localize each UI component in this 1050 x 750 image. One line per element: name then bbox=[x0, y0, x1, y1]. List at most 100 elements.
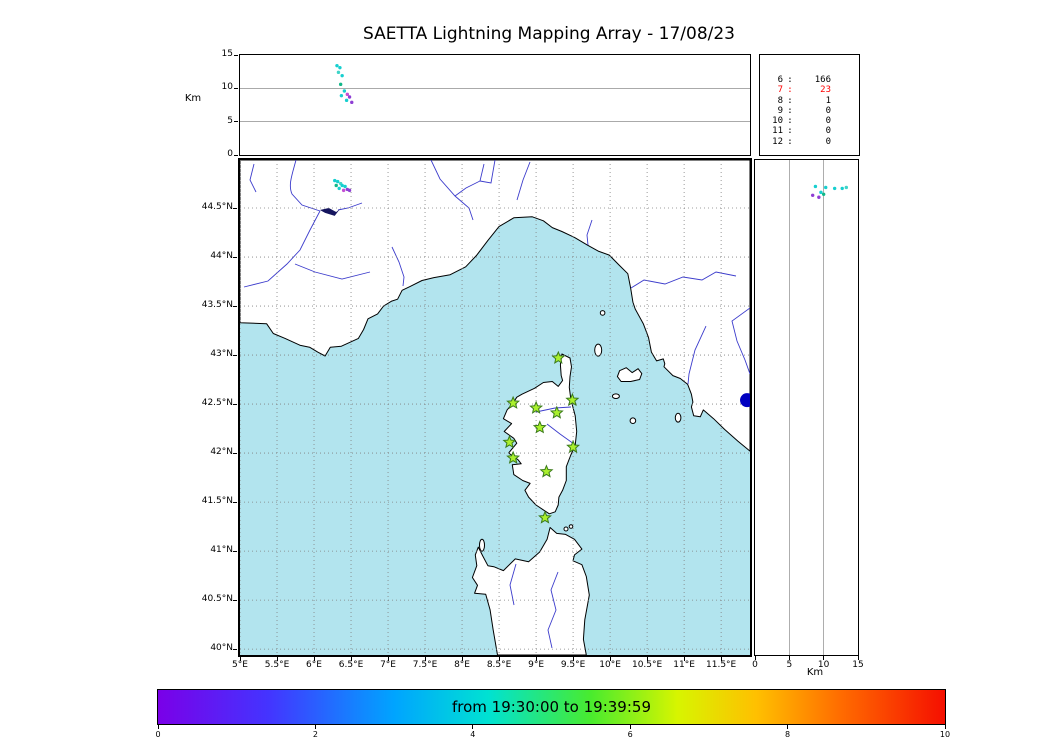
stats-row-separator: : bbox=[787, 105, 793, 116]
lightning-point bbox=[339, 93, 344, 98]
colorbar-tick-label: 6 bbox=[627, 730, 633, 739]
station-star bbox=[539, 464, 554, 478]
river bbox=[289, 160, 321, 212]
lat-tick-mark bbox=[233, 501, 237, 503]
lon-tick-label: 7.5°E bbox=[412, 660, 438, 670]
lat-tick-label: 44.5°N bbox=[201, 202, 233, 213]
lon-tick-mark bbox=[276, 657, 278, 661]
land-polygons bbox=[240, 160, 750, 655]
alt-tick-mark bbox=[234, 54, 238, 56]
stats-row-separator: : bbox=[787, 85, 793, 96]
alt-xtick-label: 10 bbox=[817, 660, 830, 670]
lat-tick-mark bbox=[233, 403, 237, 405]
stats-row: 6: 166 bbox=[768, 75, 851, 85]
station-star bbox=[566, 439, 581, 454]
colorbar-tick-label: 2 bbox=[312, 730, 318, 739]
alt-tick-mark bbox=[234, 121, 238, 123]
lightning-point bbox=[336, 70, 341, 75]
lightning-point bbox=[338, 82, 343, 87]
stats-row-label: 8 bbox=[777, 95, 783, 106]
river bbox=[535, 406, 572, 413]
lightning-point bbox=[337, 186, 341, 191]
island-maddalena bbox=[563, 526, 569, 532]
lat-tick-mark bbox=[233, 648, 237, 650]
stats-row: 9: 0 bbox=[768, 106, 851, 116]
alt-xtick-mark bbox=[788, 656, 790, 660]
station-star bbox=[506, 450, 521, 464]
lat-tick-label: 41.5°N bbox=[201, 496, 233, 507]
river bbox=[687, 325, 707, 385]
lon-tick-label: 6.5°E bbox=[338, 660, 364, 670]
river bbox=[249, 163, 257, 193]
stats-row-value: 0 bbox=[825, 116, 831, 127]
lon-tick-mark bbox=[461, 657, 463, 661]
reference-lines bbox=[240, 88, 750, 122]
stats-row: 8: 1 bbox=[768, 96, 851, 106]
lat-tick-mark bbox=[233, 207, 237, 209]
lon-tick-mark bbox=[498, 657, 500, 661]
stats-row-separator: : bbox=[787, 75, 793, 85]
lat-tick-mark bbox=[233, 550, 237, 552]
stats-row-label: 11 bbox=[772, 126, 783, 137]
station-count-list: 6: 166 7: 23 8: 1 9: 0 10: 0 11: 0 12: 0 bbox=[760, 55, 859, 147]
stats-row-value: 0 bbox=[825, 105, 831, 116]
lightning-point bbox=[333, 178, 337, 183]
station-star bbox=[549, 405, 564, 419]
river bbox=[546, 423, 575, 445]
altitude-longitude-panel bbox=[239, 54, 751, 156]
lightning-point bbox=[817, 195, 821, 199]
alt-xtick-label: 5 bbox=[786, 660, 793, 670]
lat-tick-label: 43.5°N bbox=[201, 300, 233, 311]
station-star bbox=[506, 395, 521, 409]
lon-tick-mark bbox=[572, 657, 574, 661]
lat-tick-label: 40.5°N bbox=[201, 594, 233, 605]
lightning-point bbox=[340, 73, 344, 78]
stats-row-value: 0 bbox=[825, 126, 831, 137]
stats-row-label: 10 bbox=[772, 116, 783, 127]
lat-tick-mark bbox=[233, 599, 237, 601]
colorbar-tick-mark bbox=[629, 725, 631, 729]
altitude-latitude-panel bbox=[754, 159, 859, 656]
altitude-latitude-plot bbox=[789, 160, 849, 655]
river bbox=[586, 219, 593, 246]
stats-row-value: 23 bbox=[820, 85, 831, 96]
stats-row: 10: 0 bbox=[768, 116, 851, 126]
lon-tick-label: 8.5°E bbox=[486, 660, 512, 670]
alt-tick-label: 15 bbox=[221, 49, 233, 59]
lon-tick-label: 11.5°E bbox=[706, 660, 737, 670]
colorbar-tick-mark bbox=[472, 725, 474, 729]
altitude-axis-label-top: Km bbox=[184, 93, 202, 104]
island-asinara bbox=[479, 538, 485, 552]
stats-row-label: 12 bbox=[772, 136, 783, 147]
stats-row-label: 6 bbox=[777, 75, 783, 85]
lon-tick-mark bbox=[609, 657, 611, 661]
island-montecristo bbox=[629, 417, 637, 425]
lat-tick-label: 42.5°N bbox=[201, 398, 233, 409]
island-corsica bbox=[502, 353, 578, 515]
lightning-point bbox=[347, 188, 352, 193]
coastline-mainland bbox=[240, 160, 750, 452]
lightning-point bbox=[350, 100, 354, 105]
lightning-point bbox=[345, 92, 350, 97]
lon-tick-label: 10°E bbox=[599, 660, 621, 670]
colorbar-label: from 19:30:00 to 19:39:59 bbox=[451, 698, 651, 716]
lon-tick-label: 5.5°E bbox=[264, 660, 290, 670]
alt-tick-mark bbox=[234, 87, 238, 89]
alt-xtick-mark bbox=[857, 656, 859, 660]
lat-tick-label: 40°N bbox=[210, 643, 233, 654]
lightning-point bbox=[341, 188, 346, 193]
island-elba bbox=[616, 367, 643, 382]
colorbar-tick-mark bbox=[314, 725, 316, 729]
island-gorgona bbox=[599, 310, 606, 316]
stats-row-separator: : bbox=[787, 95, 793, 106]
lightning-point bbox=[347, 95, 352, 99]
lon-tick-label: 9.5°E bbox=[560, 660, 586, 670]
lightning-point bbox=[832, 186, 837, 191]
colorbar-tick-mark bbox=[787, 725, 789, 729]
stats-row-value: 1 bbox=[825, 95, 831, 106]
lon-tick-label: 11°E bbox=[673, 660, 695, 670]
lon-tick-label: 8°E bbox=[454, 660, 470, 670]
lightning-point bbox=[338, 65, 342, 70]
lightning-point bbox=[336, 179, 340, 184]
lat-tick-label: 42°N bbox=[210, 447, 233, 458]
